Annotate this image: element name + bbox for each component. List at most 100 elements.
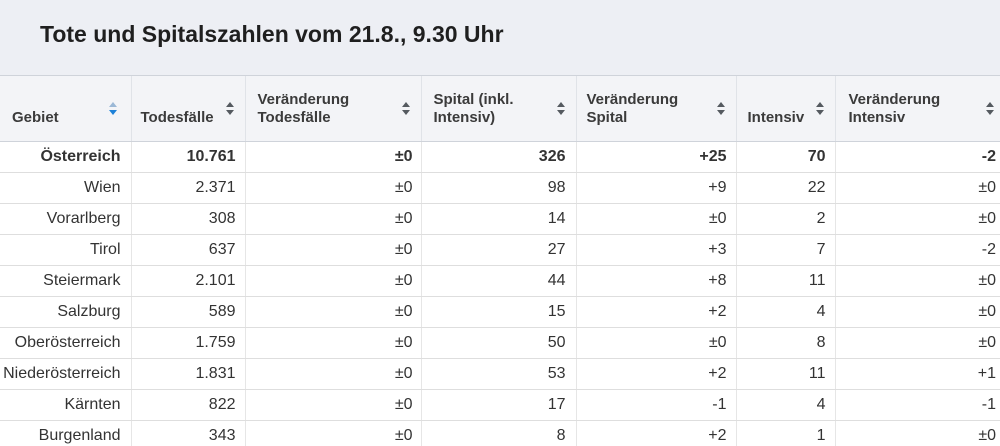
cell-intensiv: 11: [735, 265, 835, 297]
table-row: Salzburg 589 ±0 15 +2 4 ±0: [0, 296, 1000, 328]
cell-spital: 27: [420, 234, 576, 266]
cell-veraenderung-spital: ±0: [575, 327, 736, 359]
sort-arrows-icon[interactable]: [985, 101, 995, 116]
cell-veraenderung-spital: +2: [575, 420, 736, 446]
cell-veraenderung-spital: +25: [575, 141, 736, 173]
cell-veraenderung-intensiv: ±0: [834, 420, 1000, 446]
column-header-veraenderung-todesfaelle[interactable]: Veränderung Todesfälle: [244, 75, 421, 142]
cell-todesfaelle: 10.761: [130, 141, 245, 173]
cell-veraenderung-todesfaelle: ±0: [244, 420, 421, 446]
cell-spital: 44: [420, 265, 576, 297]
cell-todesfaelle: 637: [130, 234, 245, 266]
table-row: Steiermark 2.101 ±0 44 +8 11 ±0: [0, 265, 1000, 297]
sort-arrows-icon[interactable]: [225, 101, 235, 116]
cell-todesfaelle: 2.371: [130, 172, 245, 204]
cell-todesfaelle: 2.101: [130, 265, 245, 297]
cell-veraenderung-spital: +3: [575, 234, 736, 266]
column-header-label: Todesfälle: [140, 109, 214, 126]
cell-intensiv: 4: [735, 296, 835, 328]
cell-veraenderung-intensiv: -2: [834, 234, 1000, 266]
column-header-todesfaelle[interactable]: Todesfälle: [130, 75, 245, 142]
cell-gebiet: Niederösterreich: [0, 358, 131, 390]
column-header-label: Veränderung Intensiv: [848, 91, 941, 126]
cell-veraenderung-todesfaelle: ±0: [244, 265, 421, 297]
column-header-label: Gebiet: [12, 109, 59, 126]
cell-intensiv: 1: [735, 420, 835, 446]
cell-veraenderung-intensiv: ±0: [834, 172, 1000, 204]
column-header-label: Spital (inkl. Intensiv): [433, 91, 514, 126]
cell-gebiet: Oberösterreich: [0, 327, 131, 359]
table-row: Burgenland 343 ±0 8 +2 1 ±0: [0, 420, 1000, 446]
data-table: Gebiet Todesfälle Veränderung Todesfälle…: [0, 75, 1000, 446]
cell-gebiet: Steiermark: [0, 265, 131, 297]
column-header-veraenderung-spital[interactable]: Veränderung Spital: [575, 75, 736, 142]
cell-gebiet: Tirol: [0, 234, 131, 266]
sort-arrows-icon[interactable]: [108, 101, 118, 116]
table-row: Vorarlberg 308 ±0 14 ±0 2 ±0: [0, 203, 1000, 235]
cell-todesfaelle: 1.759: [130, 327, 245, 359]
cell-veraenderung-todesfaelle: ±0: [244, 327, 421, 359]
cell-intensiv: 2: [735, 203, 835, 235]
cell-veraenderung-todesfaelle: ±0: [244, 141, 421, 173]
table-row: Oberösterreich 1.759 ±0 50 ±0 8 ±0: [0, 327, 1000, 359]
cell-intensiv: 11: [735, 358, 835, 390]
table-row: Wien 2.371 ±0 98 +9 22 ±0: [0, 172, 1000, 204]
cell-veraenderung-todesfaelle: ±0: [244, 389, 421, 421]
cell-intensiv: 70: [735, 141, 835, 173]
cell-veraenderung-spital: +9: [575, 172, 736, 204]
cell-spital: 326: [420, 141, 576, 173]
cell-veraenderung-intensiv: ±0: [834, 296, 1000, 328]
cell-veraenderung-intensiv: +1: [834, 358, 1000, 390]
sort-arrows-icon[interactable]: [556, 101, 566, 116]
cell-todesfaelle: 1.831: [130, 358, 245, 390]
cell-veraenderung-spital: -1: [575, 389, 736, 421]
cell-spital: 17: [420, 389, 576, 421]
cell-gebiet: Kärnten: [0, 389, 131, 421]
cell-veraenderung-todesfaelle: ±0: [244, 203, 421, 235]
cell-veraenderung-todesfaelle: ±0: [244, 358, 421, 390]
column-header-spital[interactable]: Spital (inkl. Intensiv): [420, 75, 576, 142]
cell-veraenderung-todesfaelle: ±0: [244, 296, 421, 328]
cell-veraenderung-intensiv: ±0: [834, 265, 1000, 297]
cell-gebiet: Salzburg: [0, 296, 131, 328]
cell-veraenderung-todesfaelle: ±0: [244, 172, 421, 204]
table-row-total: Österreich 10.761 ±0 326 +25 70 -2: [0, 141, 1000, 173]
column-header-intensiv[interactable]: Intensiv: [735, 75, 835, 142]
column-header-label: Veränderung Spital: [586, 91, 679, 126]
title-bar: Tote und Spitalszahlen vom 21.8., 9.30 U…: [0, 0, 1000, 75]
cell-spital: 98: [420, 172, 576, 204]
cell-spital: 53: [420, 358, 576, 390]
table-row: Kärnten 822 ±0 17 -1 4 -1: [0, 389, 1000, 421]
column-header-label: Veränderung Todesfälle: [257, 91, 350, 126]
cell-todesfaelle: 589: [130, 296, 245, 328]
table-header-row: Gebiet Todesfälle Veränderung Todesfälle…: [0, 75, 1000, 142]
cell-intensiv: 22: [735, 172, 835, 204]
cell-todesfaelle: 308: [130, 203, 245, 235]
cell-veraenderung-intensiv: -1: [834, 389, 1000, 421]
cell-veraenderung-intensiv: ±0: [834, 203, 1000, 235]
sort-arrows-icon[interactable]: [716, 101, 726, 116]
cell-intensiv: 4: [735, 389, 835, 421]
cell-gebiet: Burgenland: [0, 420, 131, 446]
table-row: Niederösterreich 1.831 ±0 53 +2 11 +1: [0, 358, 1000, 390]
page-title: Tote und Spitalszahlen vom 21.8., 9.30 U…: [40, 21, 504, 47]
cell-gebiet: Wien: [0, 172, 131, 204]
cell-veraenderung-spital: +2: [575, 358, 736, 390]
cell-intensiv: 7: [735, 234, 835, 266]
cell-veraenderung-todesfaelle: ±0: [244, 234, 421, 266]
cell-todesfaelle: 343: [130, 420, 245, 446]
sort-arrows-icon[interactable]: [401, 101, 411, 116]
cell-spital: 14: [420, 203, 576, 235]
column-header-gebiet[interactable]: Gebiet: [0, 75, 131, 142]
cell-spital: 8: [420, 420, 576, 446]
table-row: Tirol 637 ±0 27 +3 7 -2: [0, 234, 1000, 266]
cell-gebiet: Vorarlberg: [0, 203, 131, 235]
sort-arrows-icon[interactable]: [815, 101, 825, 116]
column-header-label: Intensiv: [747, 109, 805, 126]
cell-veraenderung-intensiv: -2: [834, 141, 1000, 173]
cell-spital: 50: [420, 327, 576, 359]
cell-veraenderung-spital: +2: [575, 296, 736, 328]
column-header-veraenderung-intensiv[interactable]: Veränderung Intensiv: [834, 75, 1000, 142]
cell-veraenderung-spital: ±0: [575, 203, 736, 235]
